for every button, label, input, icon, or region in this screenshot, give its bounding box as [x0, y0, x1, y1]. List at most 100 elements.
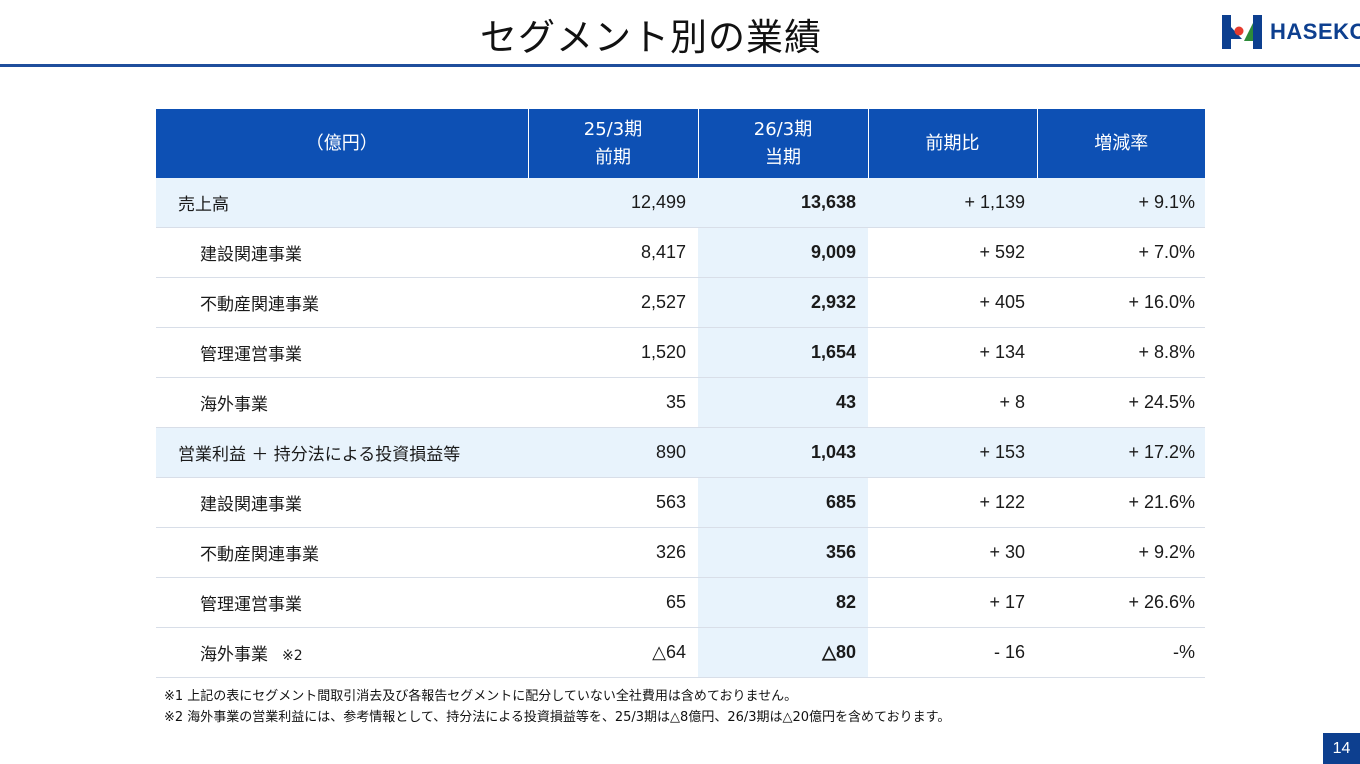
table-row: 不動産関連事業 326 356 + 30 + 9.2%	[156, 527, 1205, 578]
diff-value-text: + 8	[999, 392, 1025, 412]
cur-value: 1,654	[698, 327, 868, 378]
table-row: 管理運営事業 1,520 1,654 + 134 + 8.8%	[156, 327, 1205, 378]
row-label: 管理運営事業	[156, 577, 528, 628]
rate-value-text: + 9.1%	[1138, 192, 1195, 212]
cur-value: 2,932	[698, 277, 868, 328]
cur-value: 356	[698, 527, 868, 578]
header-prev-period-label: 25/3期	[583, 118, 643, 140]
prev-value-text: 1,520	[640, 342, 686, 362]
diff-value: + 1,139	[868, 178, 1037, 228]
prev-value: 326	[528, 527, 698, 578]
prev-value-text: 8,417	[640, 242, 686, 262]
prev-value: 1,520	[528, 327, 698, 378]
header-cur-period-label: 26/3期	[753, 118, 813, 140]
cur-value-text: 1,043	[810, 442, 856, 462]
rate-value: + 16.0%	[1037, 277, 1205, 328]
rate-value-text: -%	[1173, 642, 1195, 662]
footnote-2: ※2 海外事業の営業利益には、参考情報として、持分法による投資損益等を、25/3…	[164, 710, 951, 725]
row-label-text: 売上高	[178, 195, 229, 215]
diff-value: + 122	[868, 477, 1037, 528]
prev-value: 65	[528, 577, 698, 628]
footnote-1: ※1 上記の表にセグメント間取引消去及び各報告セグメントに配分していない全社費用…	[164, 689, 798, 704]
cur-value-text: 685	[825, 492, 856, 512]
row-label: 不動産関連事業	[156, 277, 528, 328]
row-label: 海外事業 ※2	[156, 627, 528, 678]
header-diff: 前期比	[868, 109, 1038, 178]
table-row: 営業利益 ＋ 持分法による投資損益等 890 1,043 + 153 + 17.2%	[156, 427, 1205, 478]
table-header-row: （億円） 25/3期 前期 26/3期 当期 前期比 増減率	[156, 109, 1205, 178]
diff-value-text: + 405	[979, 292, 1025, 312]
row-label: 建設関連事業	[156, 477, 528, 528]
diff-value: + 17	[868, 577, 1037, 628]
header-rate: 増減率	[1037, 109, 1205, 178]
row-label-text: 管理運営事業	[200, 595, 302, 615]
diff-value-text: + 122	[979, 492, 1025, 512]
cur-value-text: 9,009	[810, 242, 856, 262]
row-label-text: 海外事業	[200, 645, 268, 665]
table-row: 売上高 12,499 13,638 + 1,139 + 9.1%	[156, 178, 1205, 228]
table-row: 建設関連事業 563 685 + 122 + 21.6%	[156, 477, 1205, 528]
prev-value-text: 326	[655, 542, 686, 562]
table-row: 海外事業 ※2 △64 △80 - 16 -%	[156, 627, 1205, 678]
row-label: 売上高	[156, 178, 528, 228]
diff-value-text: + 153	[979, 442, 1025, 462]
diff-value-text: + 1,139	[964, 192, 1025, 212]
title-divider	[0, 64, 1360, 67]
rate-value: + 21.6%	[1037, 477, 1205, 528]
cur-value: 43	[698, 377, 868, 428]
rate-value: + 26.6%	[1037, 577, 1205, 628]
cur-value-text: 13,638	[800, 192, 856, 212]
prev-value: 2,527	[528, 277, 698, 328]
page-title: セグメント別の業績	[480, 16, 822, 59]
cur-value-text: △80	[822, 642, 856, 662]
prev-value-text: 12,499	[630, 192, 686, 212]
row-label: 営業利益 ＋ 持分法による投資損益等	[156, 427, 528, 478]
diff-value-text: - 16	[993, 642, 1025, 662]
prev-value-text: △64	[652, 642, 686, 662]
cur-value-text: 2,932	[810, 292, 856, 312]
cur-value: △80	[698, 627, 868, 678]
prev-value-text: 35	[665, 392, 686, 412]
row-label-text: 不動産関連事業	[200, 295, 319, 315]
haseko-logo-icon	[1222, 15, 1262, 49]
rate-value-text: + 21.6%	[1128, 492, 1195, 512]
prev-value: 8,417	[528, 227, 698, 278]
header-unit: （億円）	[156, 109, 529, 178]
haseko-logo: HASEKO	[1222, 14, 1360, 50]
diff-value-text: + 592	[979, 242, 1025, 262]
diff-value: + 153	[868, 427, 1037, 478]
page-number: 14	[1323, 733, 1360, 764]
row-label-text: 海外事業	[200, 395, 268, 415]
row-label-text: 不動産関連事業	[200, 545, 319, 565]
row-label-text: 営業利益 ＋ 持分法による投資損益等	[178, 445, 461, 465]
table-row: 建設関連事業 8,417 9,009 + 592 + 7.0%	[156, 227, 1205, 278]
rate-value: -%	[1037, 627, 1205, 678]
diff-value: - 16	[868, 627, 1037, 678]
rate-value-text: + 16.0%	[1128, 292, 1195, 312]
header-prev-period: 25/3期 前期	[528, 109, 699, 178]
cur-value-text: 1,654	[810, 342, 856, 362]
prev-value-text: 890	[655, 442, 686, 462]
cur-value: 1,043	[698, 427, 868, 478]
row-label-text: 建設関連事業	[200, 495, 302, 515]
cur-value: 82	[698, 577, 868, 628]
rate-value: + 24.5%	[1037, 377, 1205, 428]
rate-value-text: + 26.6%	[1128, 592, 1195, 612]
cur-value-text: 82	[835, 592, 856, 612]
prev-value: 890	[528, 427, 698, 478]
header-cur-period: 26/3期 当期	[698, 109, 869, 178]
prev-value: 12,499	[528, 178, 698, 228]
diff-value-text: + 134	[979, 342, 1025, 362]
diff-value: + 30	[868, 527, 1037, 578]
row-label: 建設関連事業	[156, 227, 528, 278]
prev-value: 35	[528, 377, 698, 428]
diff-value-text: + 17	[989, 592, 1025, 612]
cur-value-text: 356	[825, 542, 856, 562]
diff-value: + 134	[868, 327, 1037, 378]
row-label: 管理運営事業	[156, 327, 528, 378]
row-label-text: 建設関連事業	[200, 245, 302, 265]
segment-results-table: （億円） 25/3期 前期 26/3期 当期 前期比 増減率 売上高 12,499…	[156, 109, 1205, 678]
rate-value-text: + 8.8%	[1138, 342, 1195, 362]
prev-value: △64	[528, 627, 698, 678]
rate-value: + 17.2%	[1037, 427, 1205, 478]
